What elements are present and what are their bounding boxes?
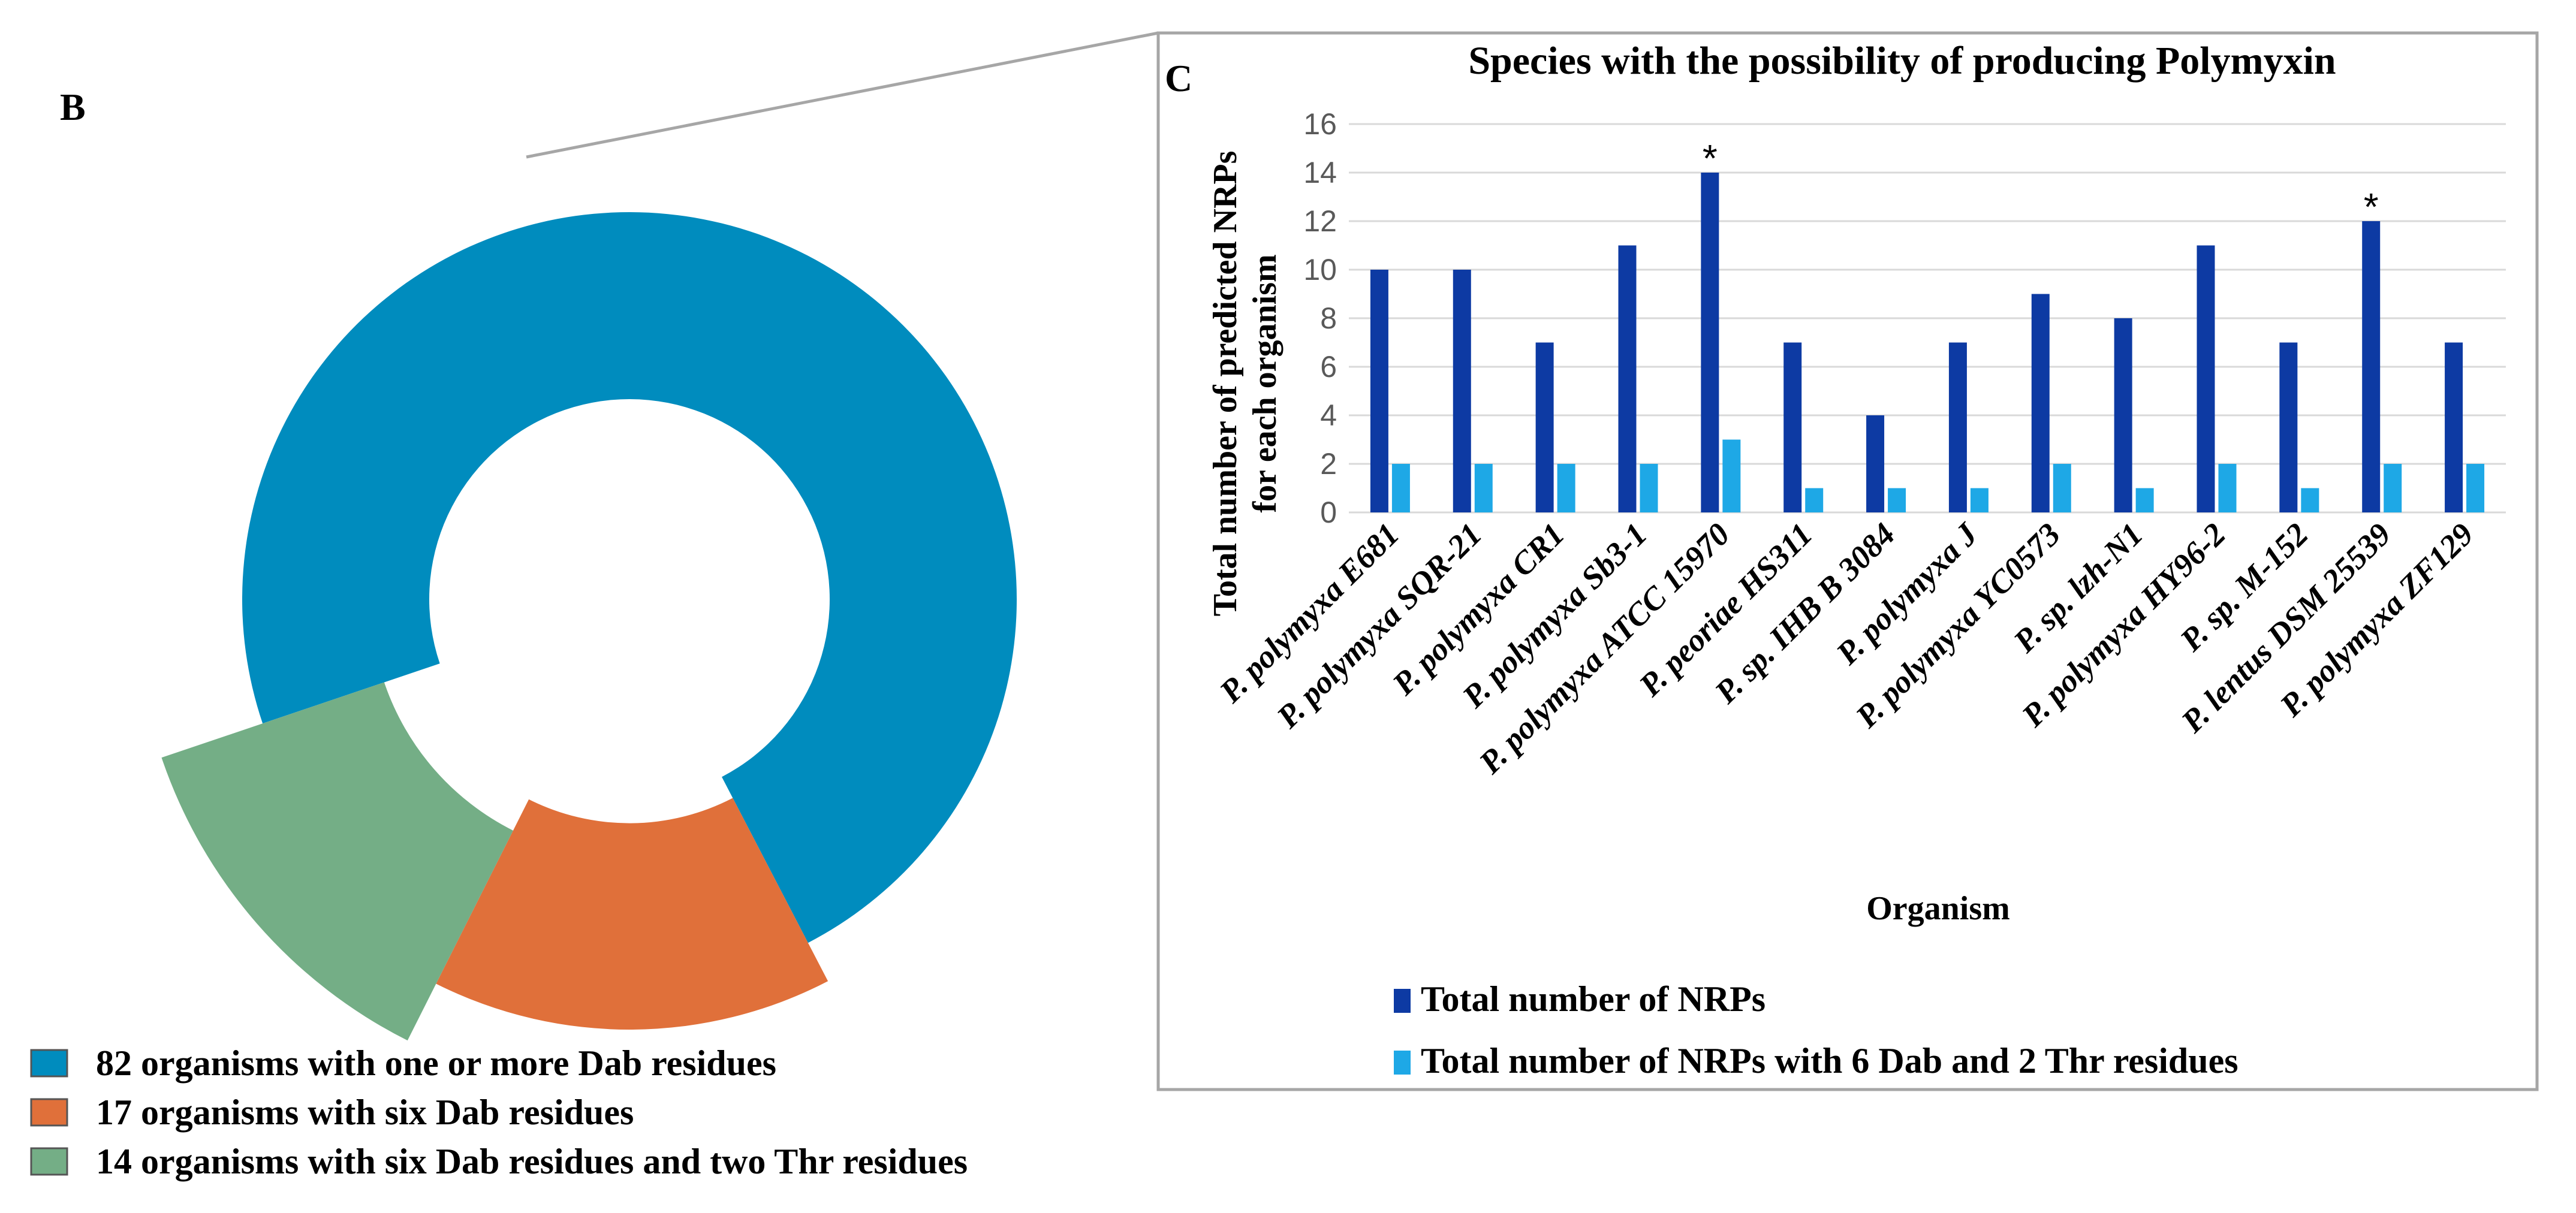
y-tick-label: 8 — [1320, 301, 1337, 335]
bar-legend: Total number of NRPs Total number of NRP… — [1394, 979, 2238, 1081]
bar-total-nrps-p-polymyxa-yc0573 — [2031, 294, 2050, 512]
bar-nrps-dab-thr-p-polymyxa-e681 — [1391, 464, 1410, 512]
bar-total-nrps-p-polymyxa-atcc-15970 — [1701, 173, 1719, 512]
significance-star: * — [2364, 185, 2379, 228]
bar-nrps-dab-thr-p-polymyxa-yc0573 — [2053, 464, 2071, 512]
bar-nrps-dab-thr-p-polymyxa-atcc-15970 — [1722, 439, 1741, 512]
bar-total-nrps-p-lentus-dsm-25539 — [2362, 221, 2381, 512]
bar-nrps-dab-thr-p-polymyxa-j — [1970, 488, 1989, 512]
bar-nrps-dab-thr-p-lentus-dsm-25539 — [2384, 464, 2402, 512]
donut-slice-14-organisms-with-six-dab-residues-and-t — [161, 682, 513, 1041]
legend-swatch-six-dab-two-thr — [30, 1147, 68, 1176]
bar-total-nrps-p-peoriae-hs311 — [1783, 342, 1802, 512]
bar-total-nrps-p-polymyxa-cr1 — [1535, 342, 1554, 512]
bar-total-nrps-p-polymyxa-sb3-1 — [1618, 245, 1637, 512]
bar-nrps-dab-thr-p-sp-ihb-b-3084 — [1888, 488, 1906, 512]
y-tick-label: 6 — [1320, 350, 1337, 384]
panel-c-label: C — [1165, 57, 1192, 99]
bar-total-nrps-p-sp-m-152 — [2279, 342, 2298, 512]
legend-label-six-dab: 17 organisms with six Dab residues — [96, 1093, 634, 1132]
bar-total-nrps-p-polymyxa-j — [1948, 342, 1967, 512]
chart-title: Species with the possibility of producin… — [1468, 39, 2336, 83]
legend-label-dab: 82 organisms with one or more Dab residu… — [96, 1043, 776, 1083]
bar-total-nrps-p-polymyxa-e681 — [1370, 270, 1388, 512]
significance-star: * — [1703, 137, 1718, 180]
bar-total-nrps-p-sp-lzh-n1 — [2114, 318, 2132, 512]
bar-total-nrps-p-sp-ihb-b-3084 — [1866, 415, 1885, 512]
legend-swatch-six-dab — [30, 1098, 68, 1127]
y-axis-title-line-1: Total number of predicted NRPs — [1207, 151, 1244, 617]
panel-c-frame — [1156, 31, 2539, 1091]
bar-nrps-dab-thr-p-peoriae-hs311 — [1805, 488, 1824, 512]
legend-swatch-total-nrps — [1394, 989, 1411, 1013]
bar-nrps-dab-thr-p-polymyxa-zf129 — [2466, 464, 2485, 512]
bar-nrps-dab-thr-p-polymyxa-sb3-1 — [1640, 464, 1658, 512]
bar-nrps-dab-thr-p-polymyxa-hy96-2 — [2218, 464, 2237, 512]
bar-nrps-dab-thr-p-polymyxa-sqr-21 — [1474, 464, 1493, 512]
y-tick-label: 2 — [1320, 447, 1337, 481]
legend-swatch-nrps-dab-thr — [1394, 1051, 1411, 1075]
legend-label-total-nrps: Total number of NRPs — [1421, 979, 1765, 1019]
bar-nrps-dab-thr-p-polymyxa-cr1 — [1557, 464, 1575, 512]
bar-nrps-dab-thr-p-sp-lzh-n1 — [2135, 488, 2154, 512]
y-tick-label: 4 — [1320, 399, 1337, 432]
panel-b-label: B — [60, 86, 86, 128]
legend-swatch-dab — [30, 1049, 68, 1078]
legend-label-six-dab-two-thr: 14 organisms with six Dab residues and t… — [96, 1142, 968, 1181]
y-axis-title-line-2: for each organism — [1246, 254, 1284, 512]
legend-label-nrps-dab-thr: Total number of NRPs with 6 Dab and 2 Th… — [1421, 1041, 2238, 1081]
y-tick-label: 10 — [1303, 253, 1337, 286]
y-tick-label: 12 — [1303, 204, 1337, 238]
bar-total-nrps-p-polymyxa-zf129 — [2445, 342, 2463, 512]
donut-chart — [161, 212, 1017, 1041]
donut-legend: 82 organisms with one or more Dab residu… — [30, 1043, 968, 1181]
bar-total-nrps-p-polymyxa-hy96-2 — [2197, 245, 2215, 512]
y-tick-label: 0 — [1320, 496, 1337, 529]
donut-slice-17-organisms-with-six-dab-residues — [436, 798, 828, 1030]
connector-line — [526, 31, 1159, 159]
y-tick-label: 14 — [1303, 156, 1337, 189]
bar-total-nrps-p-polymyxa-sqr-21 — [1453, 270, 1471, 512]
y-tick-label: 16 — [1303, 107, 1337, 141]
donut-slice-82-organisms-with-one-or-more-dab-residu — [242, 212, 1017, 943]
bar-nrps-dab-thr-p-sp-m-152 — [2301, 488, 2319, 512]
x-axis-title: Organism — [1866, 890, 2010, 927]
